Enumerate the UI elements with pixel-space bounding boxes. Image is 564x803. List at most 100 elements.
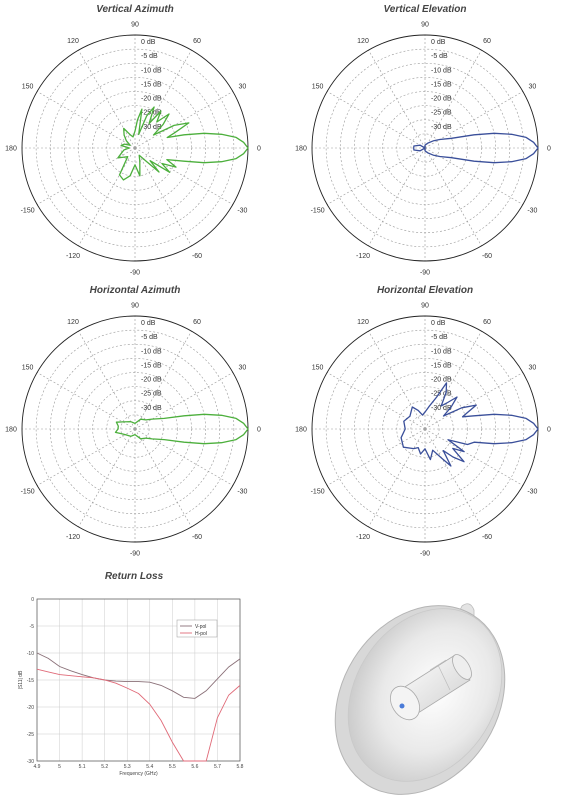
polar-spoke — [36, 428, 136, 486]
polar-angle-label: 0 — [257, 427, 261, 434]
polar-spoke — [424, 49, 482, 149]
polar-ring — [35, 48, 235, 248]
polar-title-horizontal-elevation: Horizontal Elevation — [376, 285, 474, 296]
return-loss-y-label: |S11| dB — [18, 670, 24, 689]
polar-radial-label: -30 dB — [141, 405, 162, 412]
polar-angle-label: -150 — [311, 208, 325, 215]
polar-spoke — [424, 91, 524, 149]
polar-angle-label: -90 — [420, 551, 430, 558]
return-loss-y-tick: -15 — [27, 678, 34, 684]
polar-charts: 0 30 60 90 120 150 180 -150 -120 -90 -60 -30 0 dB -5 … — [5, 22, 551, 558]
polar-angle-label: 120 — [67, 38, 79, 45]
polar-spoke — [134, 330, 192, 430]
polar-angle-label: 150 — [312, 365, 324, 372]
return-loss-x-tick: 5.8 — [237, 764, 244, 770]
polar-ring — [64, 77, 206, 219]
polar-angle-label: -120 — [66, 534, 80, 541]
return-loss-y-tick: -25 — [27, 732, 34, 738]
polar-angle-label: 120 — [357, 38, 369, 45]
polar-radial-label: -30 dB — [431, 124, 452, 131]
polar-spoke — [368, 428, 426, 528]
polar-angle-label: 60 — [193, 38, 201, 45]
polar-spoke — [424, 428, 524, 486]
polar-spoke — [326, 428, 426, 486]
polar-spoke — [134, 372, 234, 430]
polar-angle-label: -120 — [66, 253, 80, 260]
polar-spoke — [326, 147, 426, 205]
polar-radial-label: -25 dB — [141, 391, 162, 398]
polar-spoke — [134, 428, 234, 486]
polar-ring — [382, 386, 468, 472]
return-loss-y-tick: 0 — [31, 597, 34, 603]
polar-radial-label: -20 dB — [431, 96, 452, 103]
return-loss-x-tick: 5 — [58, 764, 61, 770]
polar-ring — [35, 329, 235, 529]
polar-radial-label: -10 dB — [141, 348, 162, 355]
polar-radial-label: -15 dB — [431, 362, 452, 369]
polar-ring — [382, 105, 468, 191]
polar-ring — [354, 358, 496, 500]
polar-radial-label: -25 dB — [141, 110, 162, 117]
return-loss-series-v-pol — [36, 652, 241, 699]
return-loss-title: Return Loss — [104, 571, 164, 582]
legend-label: V-pol — [195, 624, 206, 630]
polar-angle-label: 90 — [131, 303, 139, 310]
return-loss-y-tick: -10 — [27, 651, 34, 657]
polar-angle-label: 180 — [295, 427, 307, 434]
polar-radial-label: -30 dB — [431, 405, 452, 412]
polar-angle-label: -120 — [356, 534, 370, 541]
polar-angle-label: 30 — [238, 365, 246, 372]
polar-ring — [64, 358, 206, 500]
polar-angle-label: -150 — [21, 489, 35, 496]
legend-label: H-pol — [195, 631, 207, 637]
return-loss-frame — [36, 598, 241, 762]
polar-spoke — [134, 49, 192, 149]
polar-angle-label: 120 — [357, 319, 369, 326]
polar-radial-label: -15 dB — [431, 81, 452, 88]
polar-spoke — [424, 147, 524, 205]
polar-angle-label: 30 — [528, 365, 536, 372]
polar-angle-label: 30 — [238, 84, 246, 91]
return-loss-x-tick: 5.6 — [191, 764, 198, 770]
polar-spoke — [326, 372, 426, 430]
polar-angle-label: -90 — [130, 270, 140, 277]
polar-title-horizontal-azimuth: Horizontal Azimuth — [89, 285, 181, 296]
polar-angle-label: 0 — [547, 146, 551, 153]
polar-radial-label: 0 dB — [431, 39, 446, 46]
polar-title-vertical-azimuth: Vertical Azimuth — [96, 4, 174, 15]
return-loss-x-tick: 4.9 — [34, 764, 41, 770]
polar-radial-label: 0 dB — [431, 320, 446, 327]
return-loss-x-tick: 5.2 — [101, 764, 108, 770]
polar-ring — [325, 48, 525, 248]
return-loss-y-tick: -5 — [30, 624, 35, 630]
return-loss-y-tick: -30 — [27, 759, 34, 765]
polar-pattern-trace — [114, 413, 249, 445]
polar-radial-label: -25 dB — [431, 110, 452, 117]
polar-radial-label: -20 dB — [431, 377, 452, 384]
polar-angle-label: -30 — [237, 208, 247, 215]
polar-ring — [325, 329, 525, 529]
polar-chart-3: 0 30 60 90 120 150 180 -150 -120 -90 -60 -30 0 dB -5 … — [295, 303, 551, 558]
polar-angle-label: 30 — [528, 84, 536, 91]
polar-spoke — [424, 330, 482, 430]
polar-angle-label: 60 — [483, 319, 491, 326]
polar-radial-label: -5 dB — [141, 334, 158, 341]
polar-angle-label: -60 — [482, 534, 492, 541]
polar-chart-1: 0 30 60 90 120 150 180 -150 -120 -90 -60 -30 0 dB -5 … — [295, 22, 551, 277]
polar-spoke — [134, 147, 192, 247]
polar-radial-label: -25 dB — [431, 391, 452, 398]
polar-ring — [92, 386, 178, 472]
polar-angle-label: -90 — [420, 270, 430, 277]
polar-angle-label: 90 — [421, 303, 429, 310]
polar-spoke — [78, 428, 136, 528]
polar-spoke — [424, 428, 482, 528]
polar-spoke — [368, 147, 426, 247]
polar-spoke — [368, 330, 426, 430]
return-loss-x-tick: 5.7 — [214, 764, 221, 770]
polar-angle-label: -60 — [192, 253, 202, 260]
polar-ring — [354, 77, 496, 219]
return-loss-x-tick: 5.3 — [124, 764, 131, 770]
polar-spoke — [78, 330, 136, 430]
polar-angle-label: 150 — [22, 84, 34, 91]
polar-angle-label: 90 — [131, 22, 139, 29]
